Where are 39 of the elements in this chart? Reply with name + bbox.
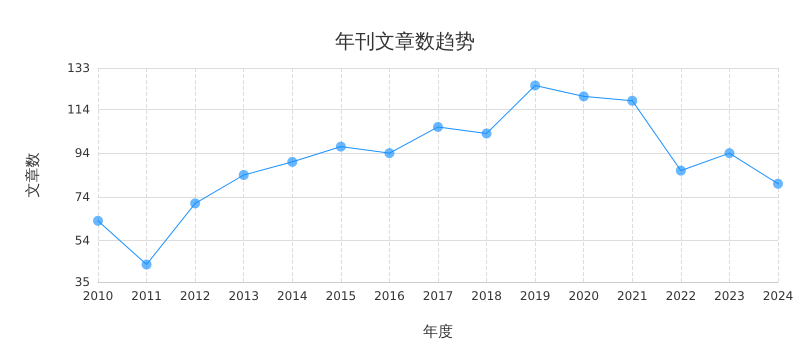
y-tick-label: 133 bbox=[67, 61, 90, 75]
x-axis-title: 年度 bbox=[423, 322, 453, 340]
point bbox=[384, 148, 394, 158]
x-tick-label: 2020 bbox=[568, 289, 599, 303]
point bbox=[287, 156, 298, 167]
point bbox=[93, 216, 103, 226]
point bbox=[190, 198, 200, 208]
point bbox=[142, 260, 152, 270]
point bbox=[482, 128, 492, 139]
x-tick-label: 2012 bbox=[180, 289, 210, 303]
point bbox=[578, 91, 589, 102]
point bbox=[627, 96, 638, 106]
chart-title: 年刊文章数趋势 bbox=[335, 29, 475, 53]
y-tick-label: 94 bbox=[74, 146, 90, 160]
y-tick-label: 35 bbox=[74, 275, 90, 289]
x-tick-label: 2022 bbox=[666, 289, 696, 303]
x-tick-label: 2014 bbox=[277, 289, 308, 303]
x-tick-label: 2015 bbox=[326, 289, 356, 303]
y-axis-title: 文章数 bbox=[24, 152, 42, 198]
y-tick-label: 74 bbox=[74, 190, 90, 204]
point bbox=[676, 166, 686, 176]
point bbox=[724, 148, 734, 158]
x-tick-label: 2017 bbox=[422, 289, 454, 303]
x-tick-label: 2011 bbox=[131, 289, 162, 303]
point bbox=[336, 142, 346, 152]
y-tick-label: 114 bbox=[67, 102, 90, 116]
x-tick-label: 2019 bbox=[520, 289, 550, 303]
x-tick-label: 2010 bbox=[82, 289, 114, 303]
point bbox=[238, 170, 249, 180]
point bbox=[530, 80, 540, 90]
x-tick-label: 2024 bbox=[762, 289, 794, 303]
x-tick-label: 2013 bbox=[228, 289, 259, 303]
point bbox=[773, 178, 783, 189]
point bbox=[433, 122, 443, 132]
x-tick-label: 2023 bbox=[714, 289, 745, 303]
x-tick-label: 2018 bbox=[471, 289, 502, 303]
y-tick-label: 54 bbox=[74, 234, 90, 248]
x-tick-label: 2021 bbox=[617, 289, 648, 303]
x-tick-label: 2016 bbox=[374, 289, 405, 303]
